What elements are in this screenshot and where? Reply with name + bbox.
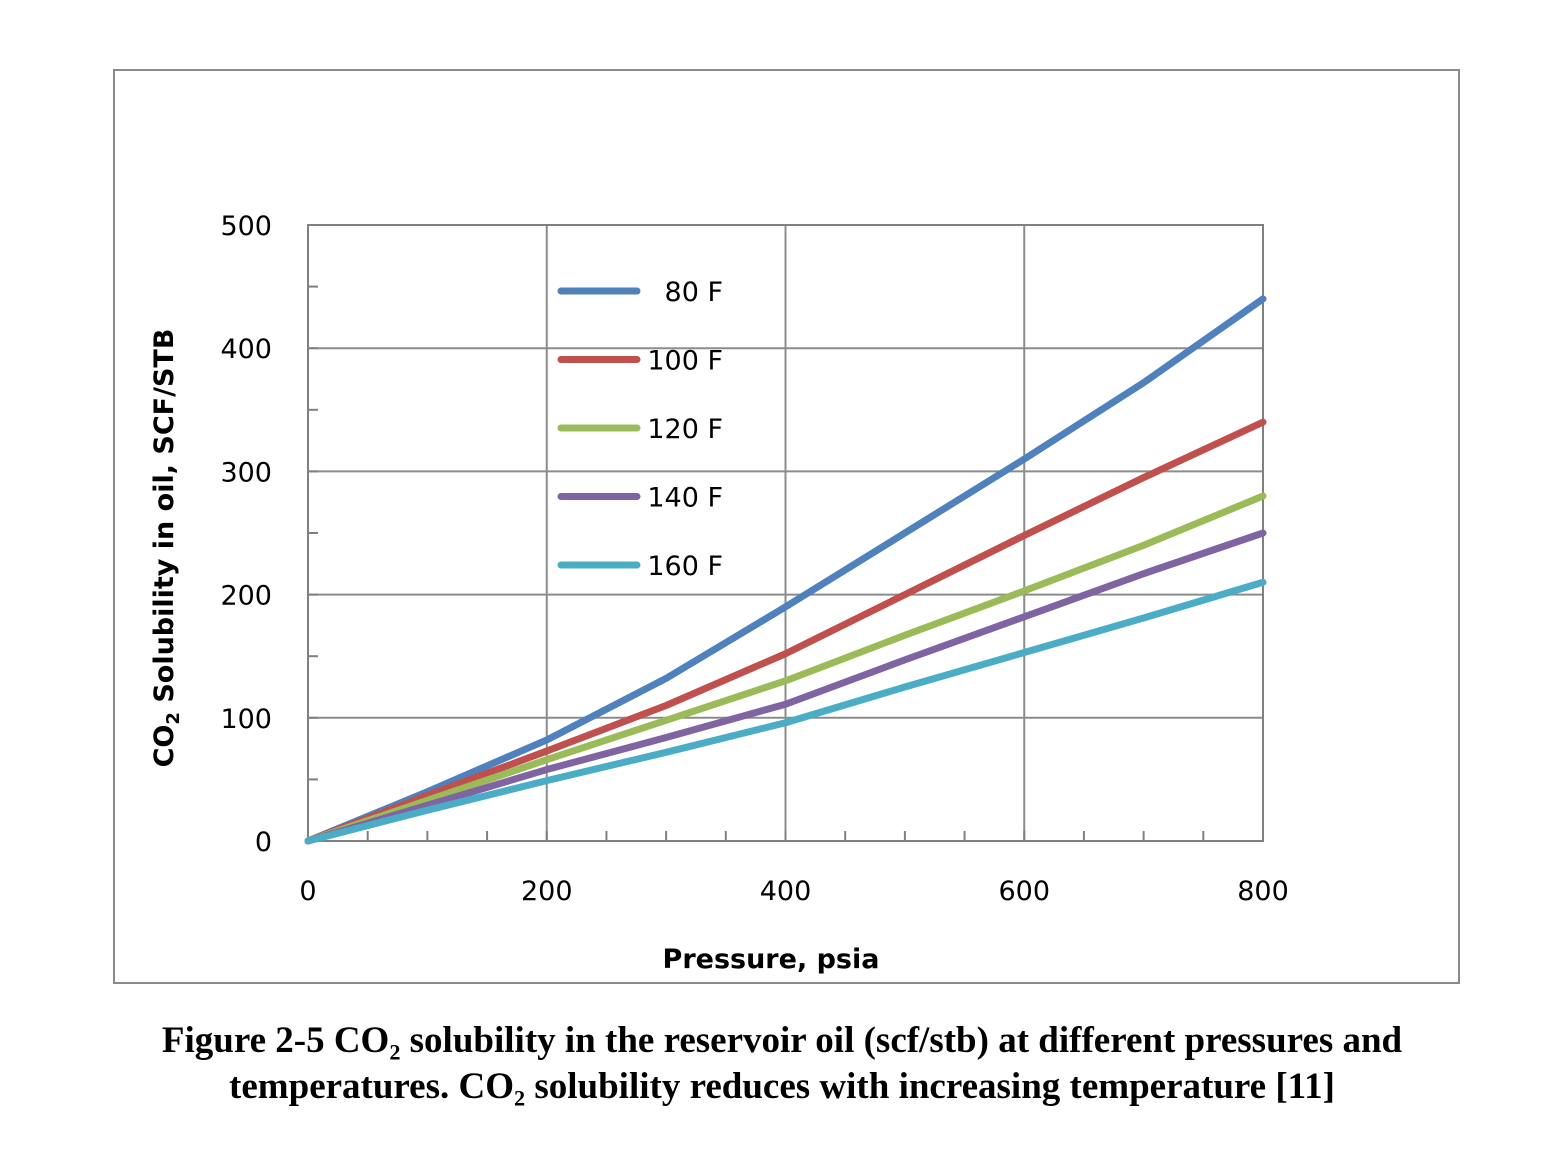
series-line-80-f xyxy=(304,295,1267,845)
y-axis-title: CO2 Solubility in oil, SCF/STB xyxy=(149,329,184,768)
x-axis-title: Pressure, psia xyxy=(663,944,880,975)
series-line-160-f xyxy=(304,578,1267,845)
y-tick-label: 100 xyxy=(220,704,272,735)
y-axis-title-rest: Solubility in oil, SCF/STB xyxy=(149,329,180,712)
y-tick-label: 0 xyxy=(255,827,272,858)
y-tick-label: 300 xyxy=(220,457,272,488)
y-tick-label: 400 xyxy=(220,334,272,365)
figure-caption: Figure 2-5 CO₂ solubility in the reservo… xyxy=(0,1018,1564,1110)
legend: 80 F 100 F 120 F 140 F 160 F xyxy=(557,277,723,582)
y-tick-label: 200 xyxy=(220,581,272,612)
x-tick-label: 200 xyxy=(521,876,573,907)
x-tick-labels: 0 200 400 600 800 xyxy=(299,876,1288,907)
legend-label: 100 F xyxy=(647,346,723,377)
x-tick-label: 0 xyxy=(299,876,316,907)
y-tick-label: 500 xyxy=(220,211,272,242)
caption-line-1: Figure 2-5 CO₂ solubility in the reservo… xyxy=(161,1020,1403,1061)
line-chart: 0 100 200 300 400 500 0 200 400 600 800 80 F 100 F… xyxy=(149,211,1289,975)
legend-label: 80 F xyxy=(665,277,723,308)
axis-ticks xyxy=(308,285,1205,841)
legend-label: 120 F xyxy=(647,414,723,445)
series-line-140-f xyxy=(304,529,1267,845)
caption-line-2: temperatures. CO₂ solubility reduces wit… xyxy=(229,1066,1335,1107)
legend-label: 160 F xyxy=(647,551,723,582)
x-tick-label: 600 xyxy=(998,876,1050,907)
series-line-100-f xyxy=(304,418,1267,845)
series-lines xyxy=(304,295,1267,845)
y-tick-labels: 0 100 200 300 400 500 xyxy=(220,211,272,858)
y-axis-title-main: CO xyxy=(149,725,180,768)
x-tick-label: 400 xyxy=(760,876,812,907)
series-line-120-f xyxy=(304,492,1267,845)
y-axis-title-subscript: 2 xyxy=(163,712,184,725)
grid-lines xyxy=(308,225,1263,841)
legend-label: 140 F xyxy=(647,483,723,514)
x-tick-label: 800 xyxy=(1237,876,1289,907)
